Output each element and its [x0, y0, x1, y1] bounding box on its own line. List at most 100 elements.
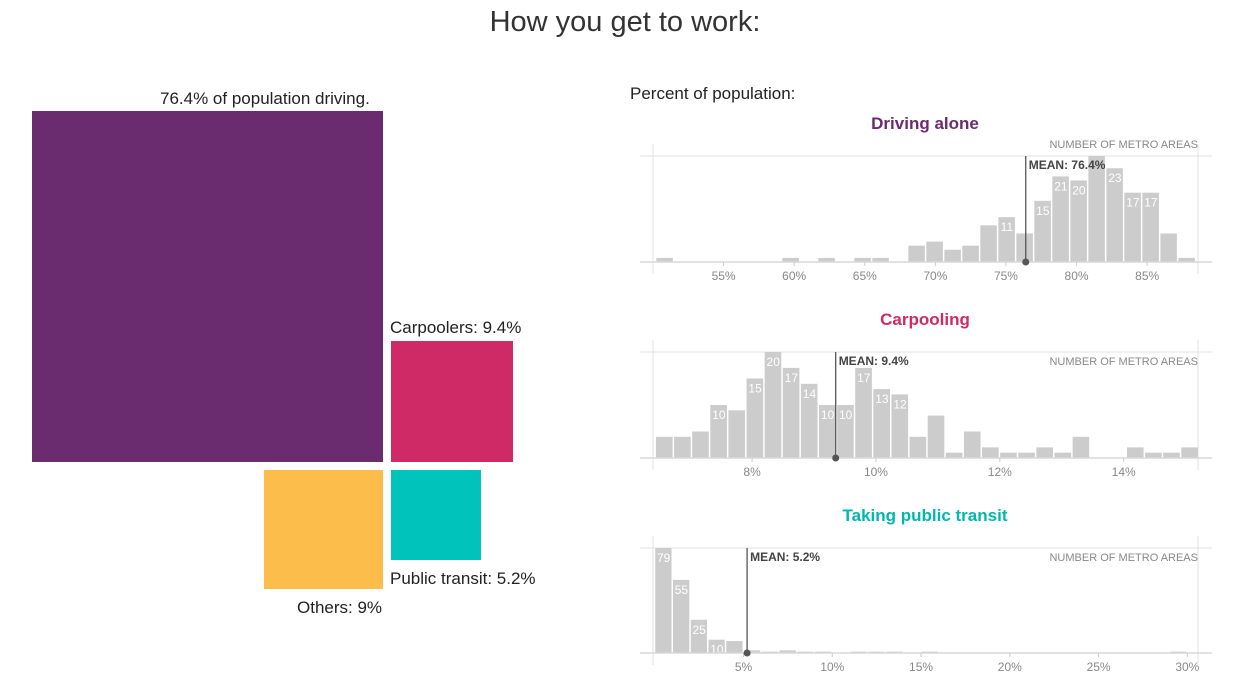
histogram-bar	[764, 352, 782, 458]
histogram-bar	[819, 405, 836, 458]
x-tick-label: 55%	[712, 269, 736, 283]
driving-histogram: 11 15 21 20 23 17 17 55% 60% 65% 70% 75% 80% 85% MEAN:…	[640, 139, 1212, 283]
x-tick-label: 75%	[994, 269, 1018, 283]
others-square	[264, 470, 383, 589]
histogram-bar	[855, 367, 872, 458]
bar-count-label: 17	[1126, 196, 1140, 210]
histogram-bar	[1181, 447, 1198, 458]
x-tick-label: 10%	[864, 465, 888, 479]
transit-square	[391, 470, 481, 560]
histogram-bar	[673, 579, 690, 653]
histogram-bar	[1178, 257, 1195, 262]
driving-chart-title: Driving alone	[871, 114, 979, 133]
driving-label: 76.4% of population driving.	[160, 89, 370, 108]
histogram-bar	[1142, 192, 1159, 262]
bar-count-label: 79	[657, 551, 671, 565]
bar-count-label: 20	[767, 355, 781, 369]
bar-count-label: 12	[893, 397, 907, 411]
histogram-bar	[656, 257, 673, 262]
histogram-bar	[779, 650, 796, 653]
bar-count-label: 10	[710, 643, 724, 657]
histogram-bar	[1016, 233, 1033, 262]
histogram-bar	[909, 436, 927, 458]
histogram-bar	[800, 383, 818, 458]
histogram-bar	[998, 217, 1015, 262]
x-tick-label: 65%	[853, 269, 877, 283]
histogram-bar	[980, 225, 997, 262]
mean-label: MEAN: 9.4%	[839, 354, 909, 368]
histogram-bar	[818, 257, 835, 262]
histogram-bar	[782, 257, 799, 262]
x-tick-label: 15%	[909, 660, 933, 674]
histogram-bar	[1106, 168, 1123, 262]
x-tick-label: 25%	[1087, 660, 1111, 674]
x-tick-label: 80%	[1065, 269, 1089, 283]
driving-square	[32, 111, 383, 462]
histogram-bar	[1054, 452, 1072, 458]
bar-count-label: 10	[712, 408, 726, 422]
histogram-bar	[692, 431, 709, 458]
bar-count-label: 17	[785, 371, 799, 385]
histogram-bar	[1018, 452, 1035, 458]
histogram-bar	[1072, 436, 1090, 458]
y-axis-label: NUMBER OF METRO AREAS	[1049, 356, 1198, 368]
histogram-bar	[1088, 156, 1105, 262]
others-label: Others: 9%	[297, 598, 383, 617]
histogram-bar	[837, 405, 854, 458]
mean-dot	[832, 454, 840, 462]
histogram-bar	[945, 452, 963, 458]
carpool-label: Carpoolers: 9.4%	[390, 318, 522, 337]
histogram-bar	[674, 436, 691, 458]
bar-count-label: 10	[821, 408, 835, 422]
histogram-bar	[1124, 192, 1141, 262]
carpool-chart-title: Carpooling	[880, 310, 970, 329]
histogram-bar	[655, 436, 673, 458]
x-tick-label: 12%	[988, 465, 1012, 479]
histogram-bar	[963, 431, 981, 458]
histogram-bar	[726, 641, 743, 653]
percent-heading: Percent of population:	[630, 84, 796, 103]
histogram-bar	[891, 394, 909, 458]
x-tick-label: 30%	[1175, 660, 1199, 674]
histogram-bar	[908, 245, 925, 262]
histogram-bar	[1160, 233, 1177, 262]
histogram-bar	[873, 389, 890, 458]
histogram-bar	[1163, 452, 1180, 458]
bar-count-label: 15	[748, 382, 762, 396]
bar-count-label: 25	[692, 623, 706, 637]
histogram-bar	[927, 415, 945, 458]
histogram-bar	[1000, 452, 1017, 458]
x-tick-label: 10%	[820, 660, 844, 674]
carpool-histogram: 10 15 20 17 14 10 10 17 13 12 8% 10% 12% 14% MEAN: 9.4…	[640, 340, 1212, 479]
bar-count-label: 11	[1001, 220, 1014, 234]
histogram-bar	[746, 378, 764, 458]
histogram-bar	[710, 405, 727, 458]
bar-count-label: 14	[803, 387, 817, 401]
x-tick-label: 60%	[782, 269, 806, 283]
histogram-bar	[854, 257, 871, 262]
histogram-bar	[962, 245, 979, 262]
bar-count-label: 13	[875, 392, 889, 406]
bar-count-label: 10	[839, 408, 853, 422]
histogram-bar	[1145, 452, 1162, 458]
carpool-square	[391, 341, 513, 462]
y-axis-label: NUMBER OF METRO AREAS	[1049, 139, 1198, 151]
transit-label: Public transit: 5.2%	[390, 569, 536, 588]
x-tick-label: 14%	[1112, 465, 1136, 479]
mean-label: MEAN: 5.2%	[750, 550, 820, 564]
histogram-bar	[872, 257, 889, 262]
x-tick-label: 85%	[1135, 269, 1159, 283]
mean-label: MEAN: 76.4%	[1029, 158, 1106, 172]
histogram-bar	[1052, 176, 1069, 262]
histogram-bar	[944, 249, 961, 262]
histogram-bar	[655, 548, 672, 653]
mean-dot	[1022, 258, 1030, 266]
histogram-bar	[1070, 180, 1087, 262]
histogram-bar	[982, 447, 999, 458]
histogram-bar	[1126, 447, 1144, 458]
bar-count-label: 17	[857, 371, 871, 385]
page-title: How you get to work:	[489, 6, 761, 38]
x-tick-label: 20%	[998, 660, 1022, 674]
y-axis-label: NUMBER OF METRO AREAS	[1049, 552, 1198, 564]
